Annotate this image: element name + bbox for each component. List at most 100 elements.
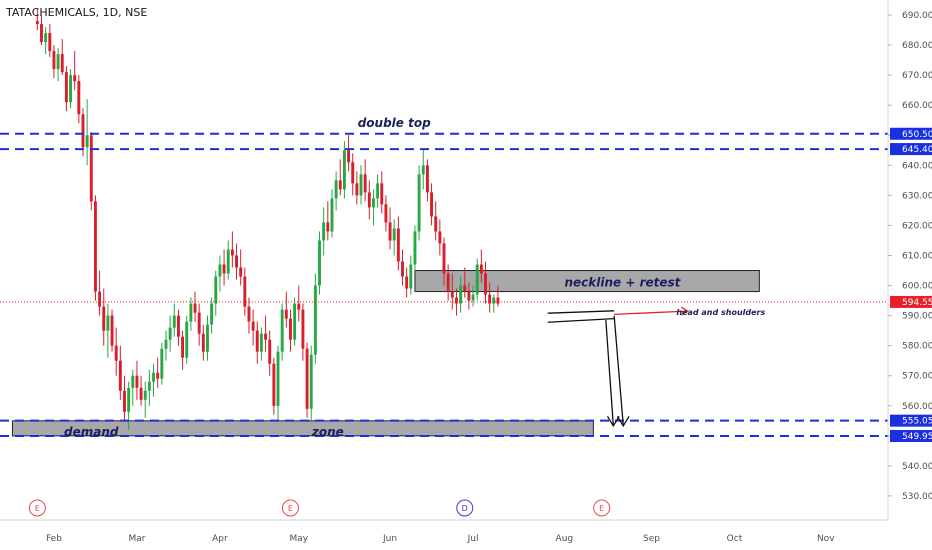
candle: [401, 249, 404, 286]
candle: [210, 297, 214, 334]
last-price-label: 594.55: [890, 295, 932, 308]
candle-body: [164, 339, 168, 349]
candle-body: [467, 291, 471, 301]
neckline-zone-box[interactable]: [414, 270, 760, 293]
candle: [172, 303, 176, 337]
candle-body: [450, 291, 454, 298]
candle: [239, 249, 243, 286]
candle-body: [380, 183, 384, 205]
x-tick-label: Mar: [128, 534, 145, 544]
candle-body: [89, 135, 93, 202]
candle: [40, 15, 43, 46]
candle-body: [392, 228, 396, 241]
candle-body: [118, 360, 122, 391]
projection-arrow-left[interactable]: [605, 320, 614, 426]
annotation-text[interactable]: demand: [64, 425, 119, 439]
event-marker[interactable]: E: [593, 499, 611, 517]
event-marker[interactable]: E: [28, 499, 46, 517]
x-tick-label: Sep: [643, 534, 660, 544]
last-price-label-text: 594.55: [902, 298, 932, 308]
level-price-label: 645.40: [890, 143, 932, 156]
candle: [197, 303, 201, 346]
candle-body: [338, 180, 342, 190]
candle: [89, 132, 93, 211]
neckline-line-upper[interactable]: [547, 310, 615, 314]
level-price-label-bg: [890, 127, 932, 140]
candle: [376, 174, 380, 208]
candle-body: [172, 315, 176, 328]
candle-body: [276, 351, 280, 406]
neckline-line-lower[interactable]: [547, 317, 615, 323]
candle-body: [438, 231, 442, 244]
candle-body: [156, 372, 160, 379]
event-marker[interactable]: E: [281, 499, 299, 517]
head-shoulders-arrow[interactable]: [614, 310, 687, 316]
x-tick-label: Feb: [46, 534, 62, 544]
candle-body: [139, 387, 143, 400]
candle-body: [284, 309, 288, 319]
candle: [297, 285, 301, 322]
annotation-text[interactable]: zone: [311, 425, 344, 439]
candle: [247, 297, 251, 334]
candle-body: [73, 75, 77, 82]
candle: [409, 255, 413, 295]
candle-body: [106, 315, 110, 331]
candle: [467, 282, 471, 310]
candle: [359, 165, 363, 205]
candle-body: [463, 285, 467, 292]
candle: [334, 171, 338, 211]
candle-body: [363, 174, 367, 193]
last-price-label-bg: [890, 295, 932, 308]
candle: [313, 273, 317, 364]
candle-body: [342, 150, 346, 190]
candle: [189, 297, 193, 331]
y-tick-label: 570.00: [902, 372, 932, 382]
x-tick-label: Apr: [212, 534, 228, 544]
candle: [492, 294, 496, 313]
annotation-text[interactable]: neckline + retest: [564, 276, 681, 290]
candle-body: [226, 249, 230, 274]
y-tick-label: 680.00: [902, 41, 932, 51]
candle: [380, 171, 384, 214]
chart-title: TATACHEMICALS, 1D, NSE: [5, 6, 147, 19]
candle-body: [301, 309, 305, 349]
candle-body: [222, 264, 226, 274]
candle-body: [247, 306, 251, 322]
event-marker[interactable]: D: [456, 499, 474, 517]
candle-body: [425, 165, 429, 193]
y-tick-label: 600.00: [902, 282, 932, 292]
candle-body: [396, 228, 400, 262]
candle: [425, 159, 429, 202]
candle: [293, 297, 297, 346]
candle-body: [81, 114, 85, 148]
candle-body: [388, 222, 392, 241]
level-price-label: 650.50: [890, 127, 932, 140]
candle: [156, 357, 160, 388]
candle-body: [143, 390, 147, 400]
candle: [93, 195, 97, 301]
projection-arrow-right[interactable]: [613, 315, 624, 426]
candle-body: [351, 162, 355, 184]
candle-body: [147, 381, 151, 391]
candle-body: [201, 333, 205, 352]
candle: [110, 309, 114, 352]
candle-body: [413, 231, 417, 265]
annotation-text[interactable]: head and shoulders: [676, 308, 765, 317]
level-price-label-text: 650.50: [902, 130, 932, 140]
annotation-text[interactable]: double top: [358, 116, 431, 130]
candle-body: [235, 255, 238, 268]
candle: [442, 237, 446, 286]
y-tick-label: 530.00: [902, 492, 932, 502]
candle-body: [264, 333, 268, 340]
x-tick-label: Oct: [727, 534, 743, 544]
candle-body: [471, 294, 475, 301]
candle: [193, 291, 197, 322]
candle: [60, 39, 64, 76]
event-marker-circle: [593, 499, 611, 517]
candle-body: [355, 183, 359, 196]
candle: [388, 207, 392, 250]
candle: [355, 171, 359, 205]
candle: [479, 249, 483, 283]
candle: [488, 282, 492, 313]
